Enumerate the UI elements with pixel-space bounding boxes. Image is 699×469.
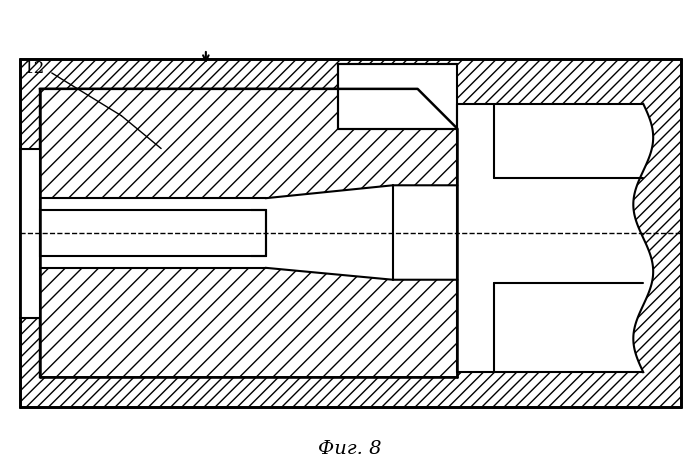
Polygon shape bbox=[40, 210, 266, 256]
Polygon shape bbox=[40, 198, 266, 268]
Polygon shape bbox=[457, 104, 653, 372]
Polygon shape bbox=[20, 149, 40, 318]
Polygon shape bbox=[40, 89, 457, 377]
Polygon shape bbox=[338, 64, 457, 129]
Text: 12: 12 bbox=[24, 60, 45, 77]
Text: Фиг. 8: Фиг. 8 bbox=[318, 440, 382, 458]
Polygon shape bbox=[40, 210, 266, 256]
Polygon shape bbox=[20, 59, 681, 407]
Polygon shape bbox=[266, 185, 457, 280]
